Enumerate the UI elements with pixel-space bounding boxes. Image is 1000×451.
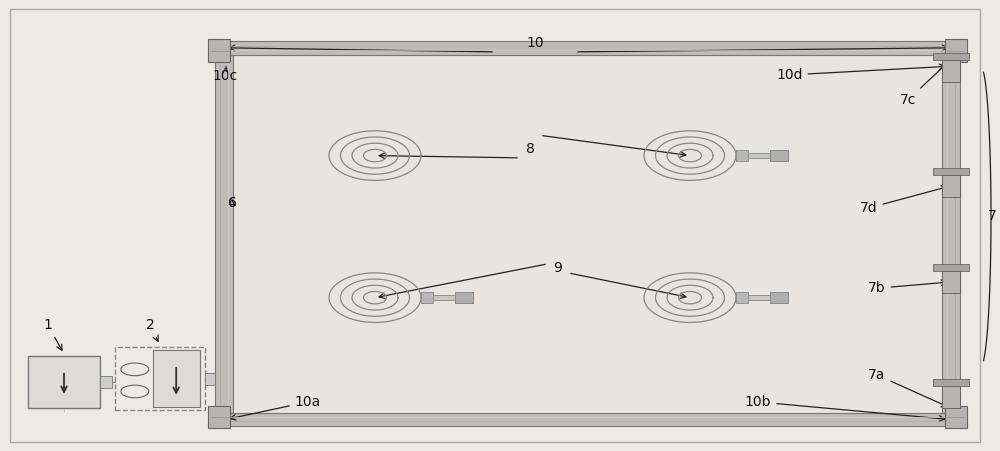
Bar (945, 39, 967, 62)
Bar (215, 41, 960, 426)
Text: 10a: 10a (230, 395, 321, 420)
Bar (208, 406, 230, 428)
Text: 7: 7 (988, 209, 997, 224)
Bar (215, 55, 233, 413)
Bar (942, 55, 960, 413)
Text: 1: 1 (44, 318, 62, 350)
Bar (100, 376, 112, 388)
Text: 10c: 10c (213, 66, 238, 83)
Text: 10b: 10b (745, 395, 945, 421)
Bar (945, 406, 967, 428)
Text: 10d: 10d (776, 64, 945, 82)
Bar (736, 150, 748, 161)
Bar (153, 350, 200, 407)
Bar (215, 41, 960, 55)
Bar (942, 60, 960, 82)
Bar (455, 292, 473, 303)
Bar (933, 53, 969, 60)
Bar (942, 175, 960, 197)
Bar (736, 292, 748, 303)
Bar (208, 39, 230, 62)
Text: 9: 9 (554, 261, 562, 276)
Bar (421, 292, 433, 303)
Bar (215, 413, 960, 426)
Text: 8: 8 (526, 142, 534, 156)
Bar (115, 347, 205, 410)
Bar (740, 295, 780, 300)
Bar (205, 373, 215, 385)
Bar (425, 295, 465, 300)
Bar (740, 153, 780, 158)
Bar (942, 386, 960, 408)
Text: 7b: 7b (868, 280, 947, 295)
Bar (933, 168, 969, 175)
Text: 6: 6 (228, 197, 237, 211)
Bar (933, 379, 969, 386)
Bar (770, 150, 788, 161)
Text: 2: 2 (146, 318, 158, 341)
Bar (28, 356, 100, 408)
Text: 7d: 7d (860, 186, 947, 215)
Text: 7a: 7a (868, 368, 947, 407)
Bar (942, 271, 960, 293)
Bar (933, 264, 969, 271)
Bar (770, 292, 788, 303)
Text: 7c: 7c (900, 62, 948, 107)
Text: 10: 10 (526, 36, 544, 50)
